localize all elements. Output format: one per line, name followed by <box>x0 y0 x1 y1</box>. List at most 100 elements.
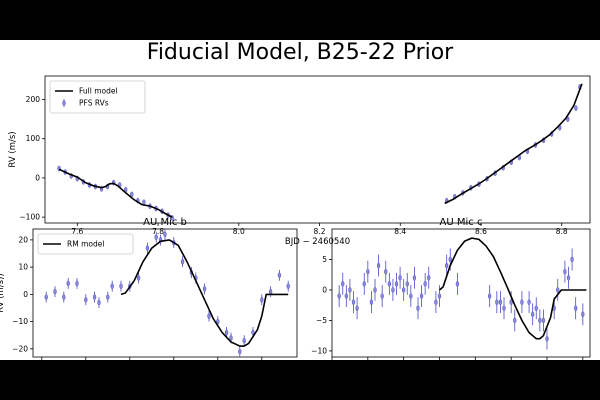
data-point <box>574 105 578 111</box>
legend: Full model PFS RVs <box>49 80 146 114</box>
model-line <box>120 239 289 347</box>
data-point <box>495 299 499 305</box>
y-tick-label: 10 <box>18 263 28 272</box>
data-point <box>574 305 578 312</box>
x-tick-label: 7.8 <box>152 227 164 236</box>
plot-area <box>44 229 290 357</box>
panel-c: AU Mic c8.508.558.608.658.708.758.808.85… <box>311 217 591 360</box>
data-point <box>531 311 535 318</box>
data-point <box>229 335 233 341</box>
data-point <box>566 274 571 281</box>
y-tick-label: 0 <box>35 173 40 182</box>
data-point <box>202 286 207 292</box>
data-point <box>581 311 585 318</box>
data-point <box>251 329 255 336</box>
panel-title: AU Mic c <box>440 217 483 228</box>
legend-label: PFS RVs <box>79 99 109 108</box>
plot-area <box>57 83 583 221</box>
figure-canvas: Fiducial Model, B25-22 Prior 7.6 7.8 8.0 8.… <box>0 40 600 360</box>
data-point <box>344 293 348 299</box>
data-point <box>92 294 97 300</box>
data-point <box>488 293 492 299</box>
y-tick-label: −100 <box>19 213 40 222</box>
y-tick-label: 100 <box>26 134 41 143</box>
data-point <box>520 299 524 305</box>
data-point <box>427 274 431 281</box>
y-tick-label: −5 <box>316 316 327 325</box>
data-point <box>341 281 345 287</box>
data-point <box>337 293 341 299</box>
data-point <box>416 305 420 312</box>
legend: RM model <box>37 233 134 255</box>
data-point <box>498 299 503 305</box>
model-line <box>438 237 587 340</box>
data-point <box>180 258 185 265</box>
data-point <box>509 299 513 305</box>
data-point <box>556 287 560 293</box>
data-point <box>541 317 546 324</box>
data-point <box>445 262 449 269</box>
data-point <box>216 318 220 325</box>
data-point <box>260 296 264 303</box>
data-point <box>570 256 574 263</box>
legend-marker-point <box>62 100 66 106</box>
data-point <box>376 262 381 269</box>
data-point <box>110 283 114 290</box>
data-point <box>136 275 141 281</box>
y-tick-label: 0 <box>23 290 28 299</box>
legend-box <box>37 233 134 255</box>
y-tick-label: 0 <box>322 285 327 294</box>
x-tick-label: 8.6 <box>475 227 487 236</box>
y-tick-label: −10 <box>311 346 327 355</box>
panel-b: AU Mic b7.557.607.657.707.757.80−20−1001… <box>0 217 298 360</box>
data-point <box>534 305 538 312</box>
data-point <box>384 268 388 275</box>
data-point <box>145 245 150 251</box>
data-point <box>502 305 506 312</box>
data-point <box>106 294 110 300</box>
legend-label: Full model <box>79 87 118 96</box>
data-point <box>437 293 442 299</box>
data-point <box>545 335 549 342</box>
y-tick-label: −10 <box>12 317 28 326</box>
x-axis-label: BJD − 2460540 <box>285 237 350 247</box>
data-point <box>405 281 409 287</box>
panel-title: AU Mic b <box>143 217 187 228</box>
data-point <box>455 281 460 287</box>
data-point <box>419 293 424 299</box>
data-point <box>434 299 438 305</box>
data-point <box>402 287 406 293</box>
data-point <box>527 299 531 305</box>
data-point <box>366 268 370 275</box>
y-tick-label: 5 <box>322 255 327 264</box>
data-point <box>398 274 402 281</box>
y-tick-label: 20 <box>18 235 28 244</box>
data-point <box>238 348 242 355</box>
data-point <box>75 280 79 287</box>
model-line <box>58 83 583 218</box>
x-tick-label: 8.2 <box>314 227 326 236</box>
data-point <box>224 329 229 336</box>
legend-box <box>49 80 146 114</box>
data-point <box>563 268 567 275</box>
legend-label: RM model <box>67 240 104 249</box>
plot-area <box>337 237 587 350</box>
data-point <box>538 317 542 324</box>
data-point <box>268 288 273 295</box>
data-point <box>391 287 395 293</box>
x-tick-label: 7.6 <box>71 227 83 236</box>
data-point <box>348 287 352 293</box>
axes-frame <box>331 228 591 358</box>
data-point <box>242 337 246 344</box>
data-point <box>97 299 101 306</box>
data-point <box>412 274 417 281</box>
data-point <box>207 313 211 319</box>
data-point <box>163 231 167 238</box>
data-point <box>84 296 88 303</box>
data-point <box>369 299 374 305</box>
data-point <box>66 280 70 287</box>
data-point <box>286 283 290 290</box>
data-point <box>119 283 123 290</box>
